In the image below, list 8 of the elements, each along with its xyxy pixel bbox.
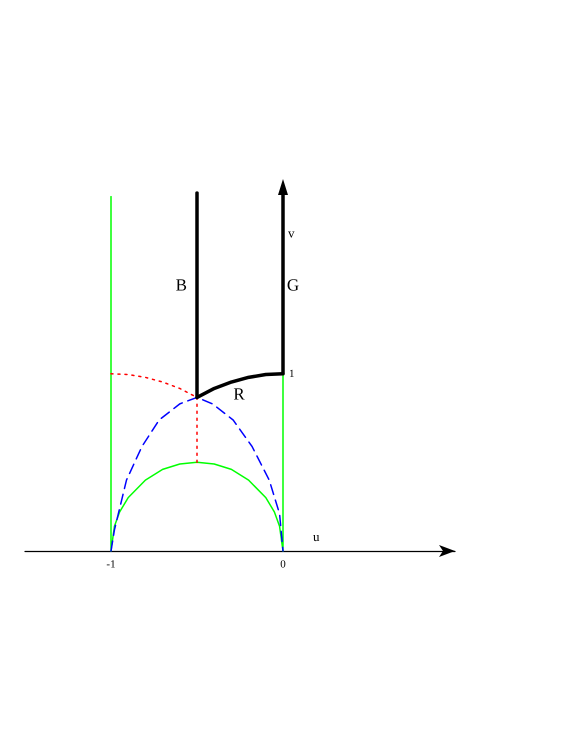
y-axis-title: v bbox=[288, 226, 295, 240]
x-axis-title: u bbox=[313, 529, 320, 544]
annotation: 1 bbox=[289, 368, 294, 380]
annotation: G bbox=[286, 276, 300, 294]
annotation: B bbox=[176, 276, 187, 294]
annotation: R bbox=[233, 384, 246, 404]
x-tick-label: -1 bbox=[106, 558, 116, 570]
x-tick-label: 0 bbox=[280, 558, 286, 570]
